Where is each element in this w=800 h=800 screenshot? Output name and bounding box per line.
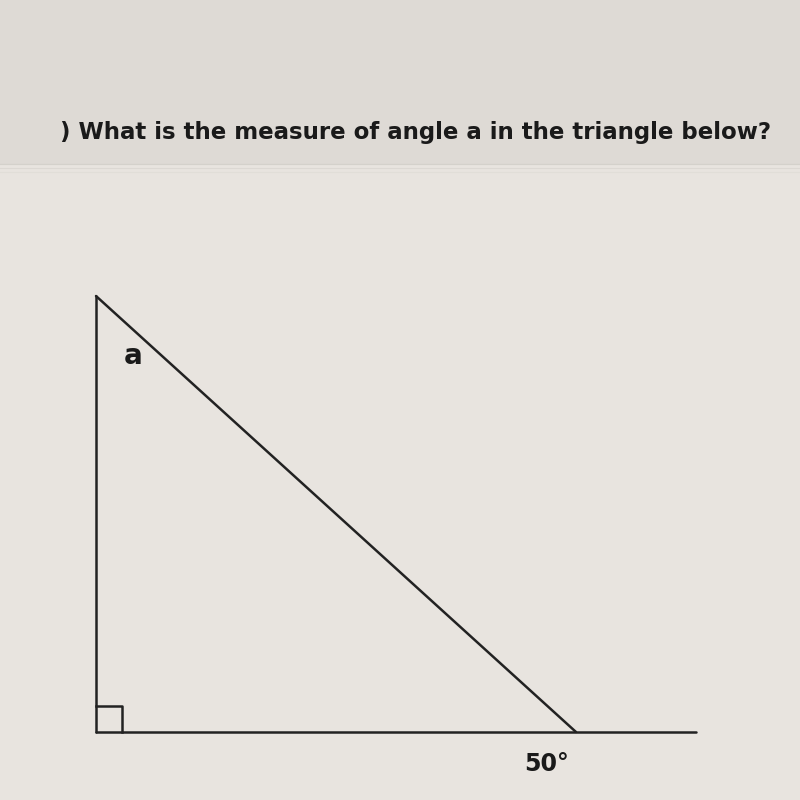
Text: 50°: 50° (524, 752, 569, 776)
Text: ) What is the measure of angle a in the triangle below?: ) What is the measure of angle a in the … (61, 121, 771, 143)
Text: a: a (124, 342, 142, 370)
